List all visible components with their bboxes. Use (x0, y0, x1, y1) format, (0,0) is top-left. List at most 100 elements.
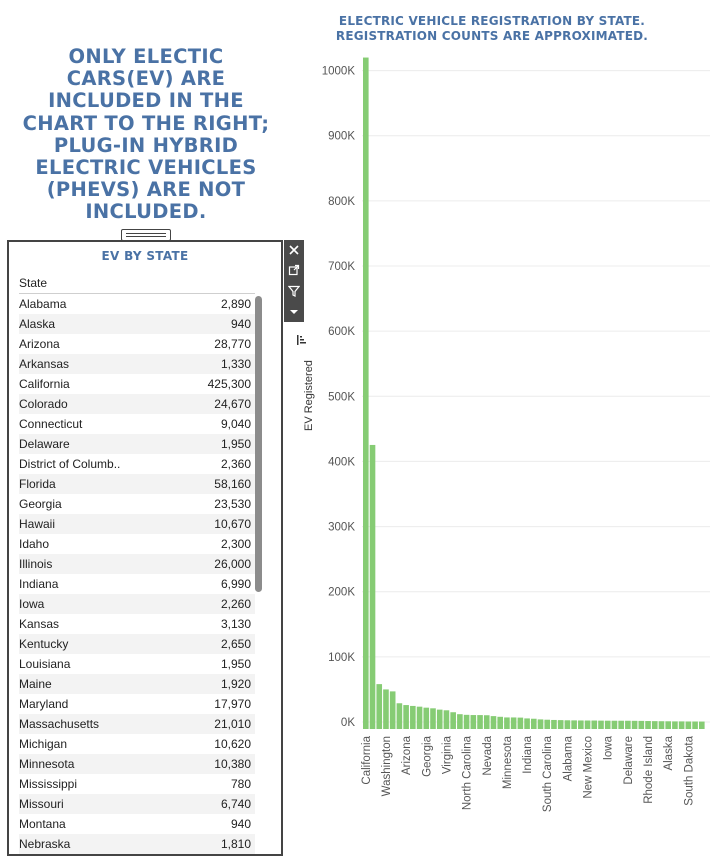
sort-icon[interactable] (297, 334, 307, 346)
bar[interactable] (685, 721, 692, 729)
ev-count: 2,360 (220, 457, 251, 471)
table-row[interactable]: Colorado 24,670 (19, 394, 255, 414)
bar[interactable] (490, 716, 497, 729)
bar[interactable] (578, 720, 584, 729)
table-row[interactable]: Kentucky 2,650 (19, 634, 255, 654)
bar[interactable] (618, 720, 624, 729)
bar[interactable] (678, 721, 685, 729)
bar[interactable] (483, 715, 490, 729)
bar[interactable] (369, 444, 376, 729)
chart-title: ELECTRIC VEHICLE REGISTRATION BY STATE. … (335, 14, 649, 43)
state-column-header[interactable]: State (19, 276, 48, 290)
bar[interactable] (436, 709, 443, 729)
bar[interactable] (692, 721, 698, 729)
table-row[interactable]: Florida 58,160 (19, 474, 255, 494)
bar[interactable] (672, 721, 678, 729)
table-row[interactable]: Alaska 940 (19, 314, 255, 334)
table-row[interactable]: Indiana 6,990 (19, 574, 255, 594)
bar[interactable] (658, 721, 665, 729)
table-row[interactable]: Maryland 17,970 (19, 694, 255, 714)
table-row[interactable]: Michigan 10,620 (19, 734, 255, 754)
table-row[interactable]: Delaware 1,950 (19, 434, 255, 454)
bar[interactable] (591, 720, 598, 729)
bar[interactable] (463, 714, 470, 729)
table-row[interactable]: Hawaii 10,670 (19, 514, 255, 534)
bar[interactable] (430, 708, 436, 729)
ev-only-note: ONLY ELECTIC CARS(EV) ARE INCLUDED IN TH… (22, 45, 270, 224)
bar[interactable] (604, 720, 611, 729)
popout-icon[interactable] (284, 260, 304, 280)
table-row[interactable]: District of Columb.. 2,360 (19, 454, 255, 474)
table-row[interactable]: Georgia 23,530 (19, 494, 255, 514)
bar[interactable] (551, 719, 557, 729)
bar[interactable] (383, 689, 389, 729)
table-row[interactable]: Connecticut 9,040 (19, 414, 255, 434)
bar[interactable] (699, 721, 705, 729)
bar[interactable] (611, 720, 618, 729)
dropdown-icon[interactable] (284, 302, 304, 322)
table-row[interactable]: Massachusetts 21,010 (19, 714, 255, 734)
bar[interactable] (403, 705, 409, 729)
ev-count: 1,330 (220, 357, 251, 371)
x-tick-label: Minnesota (502, 735, 514, 789)
bar[interactable] (524, 718, 530, 729)
bar[interactable] (537, 719, 544, 729)
ev-count: 1,810 (220, 837, 251, 851)
bar[interactable] (625, 720, 631, 729)
table-row[interactable]: Montana 940 (19, 814, 255, 834)
table-row[interactable]: Maine 1,920 (19, 674, 255, 694)
bar[interactable] (497, 716, 503, 729)
state-name: Idaho (19, 537, 50, 551)
ev-count: 940 (230, 817, 251, 831)
state-name: Kentucky (19, 637, 69, 651)
close-icon[interactable] (284, 240, 304, 260)
bar[interactable] (363, 57, 369, 730)
table-row[interactable]: Iowa 2,260 (19, 594, 255, 614)
x-tick-label: New Mexico (583, 736, 595, 799)
bar[interactable] (477, 715, 483, 729)
bar[interactable] (631, 720, 638, 729)
bar[interactable] (544, 719, 551, 729)
bar[interactable] (651, 721, 658, 729)
table-row[interactable]: Alabama 2,890 (19, 294, 255, 314)
bar[interactable] (517, 717, 524, 729)
bar[interactable] (416, 706, 423, 729)
filter-icon[interactable] (284, 281, 304, 301)
bar[interactable] (638, 720, 645, 729)
ev-count: 940 (230, 317, 251, 331)
table-row[interactable]: California 425,300 (19, 374, 255, 394)
ev-count: 1,920 (220, 677, 251, 691)
bar[interactable] (470, 715, 477, 729)
bar[interactable] (557, 720, 564, 729)
bar[interactable] (376, 684, 383, 729)
bar[interactable] (389, 691, 396, 729)
bar[interactable] (396, 703, 403, 729)
bar[interactable] (457, 714, 463, 729)
table-row[interactable]: Kansas 3,130 (19, 614, 255, 634)
bar[interactable] (423, 707, 430, 729)
bar[interactable] (598, 720, 604, 729)
bar[interactable] (504, 717, 510, 729)
ev-count: 58,160 (214, 477, 251, 491)
y-tick-label: 200K (328, 587, 355, 599)
bar[interactable] (531, 718, 537, 729)
table-row[interactable]: Mississippi 780 (19, 774, 255, 794)
table-row[interactable]: Minnesota 10,380 (19, 754, 255, 774)
bar[interactable] (571, 720, 577, 729)
bar[interactable] (564, 720, 571, 729)
table-row[interactable]: Missouri 6,740 (19, 794, 255, 814)
table-row[interactable]: Arkansas 1,330 (19, 354, 255, 374)
bar[interactable] (584, 720, 591, 729)
table-row[interactable]: Illinois 26,000 (19, 554, 255, 574)
bar[interactable] (665, 721, 671, 729)
bar[interactable] (450, 712, 456, 729)
table-row[interactable]: Idaho 2,300 (19, 534, 255, 554)
table-row[interactable]: Arizona 28,770 (19, 334, 255, 354)
table-scrollbar[interactable] (255, 296, 262, 592)
bar[interactable] (645, 721, 651, 729)
table-row[interactable]: Louisiana 1,950 (19, 654, 255, 674)
table-row[interactable]: Nebraska 1,810 (19, 834, 255, 854)
bar[interactable] (410, 705, 416, 729)
bar[interactable] (443, 710, 450, 729)
bar[interactable] (510, 717, 517, 729)
